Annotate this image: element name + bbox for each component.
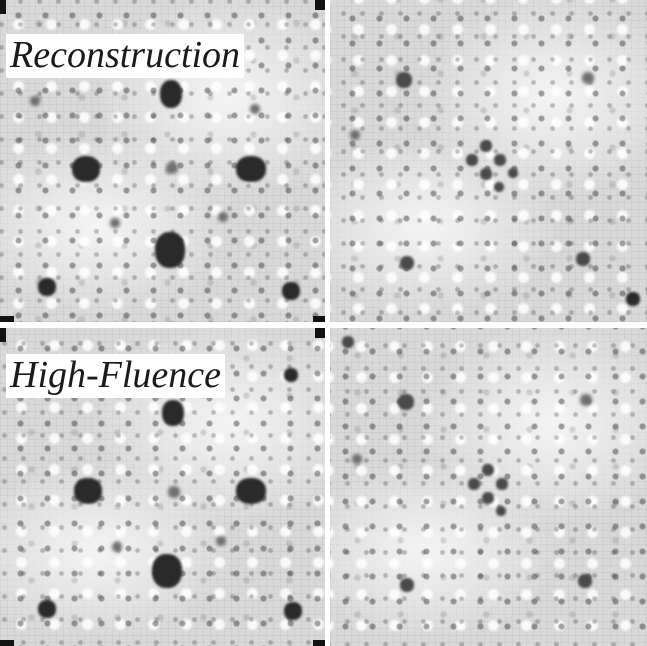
frame-corner-mark (313, 640, 325, 646)
dark-spot (155, 232, 185, 268)
faint-spot (352, 454, 362, 464)
high-fluence-right-panel (330, 328, 647, 646)
dark-spot (576, 252, 590, 266)
reconstruction-left-panel: Reconstruction (0, 0, 325, 322)
faint-spot (250, 104, 260, 114)
dark-spot (626, 292, 640, 306)
faint-spot (166, 162, 178, 174)
dark-spot (160, 80, 182, 108)
dark-spot (162, 400, 184, 426)
dark-spot (400, 256, 414, 270)
cross-spot (480, 140, 492, 152)
faint-spot (168, 486, 180, 498)
dark-spot (74, 478, 102, 504)
dark-spot (38, 600, 56, 618)
faint-spot (30, 96, 40, 106)
dark-spot (400, 578, 414, 592)
dark-spot (72, 156, 100, 182)
frame-corner-mark (0, 316, 14, 322)
dark-spot (398, 394, 414, 410)
cross-spot (480, 168, 492, 180)
frame-corner-mark (0, 328, 6, 342)
dark-spot (284, 602, 302, 620)
faint-spot (110, 218, 120, 228)
cross-spot (482, 492, 494, 504)
cross-spot (494, 182, 504, 192)
frame-corner-mark (0, 0, 6, 14)
faint-spot (580, 394, 592, 406)
frame-corner-mark (0, 640, 14, 646)
frame-corner-mark (313, 316, 325, 322)
cross-spot (496, 506, 506, 516)
dark-spot (284, 368, 298, 382)
frame-corner-mark (315, 0, 325, 10)
dark-spot (38, 278, 56, 296)
dark-spot (578, 574, 592, 588)
dark-spot (236, 478, 266, 504)
cross-spot (482, 464, 494, 476)
faint-spot (216, 536, 226, 546)
cross-spot (468, 478, 480, 490)
faint-spot (582, 72, 594, 84)
faint-spot (218, 212, 228, 222)
panel-label-reconstruction: Reconstruction (6, 34, 245, 78)
faint-spot (112, 542, 122, 552)
high-fluence-left-panel: High-Fluence (0, 328, 325, 646)
cross-spot (496, 478, 508, 490)
dark-spot (342, 336, 354, 348)
diffraction-texture (330, 328, 647, 646)
dark-spot (152, 554, 182, 588)
dark-spot (282, 282, 300, 300)
frame-corner-mark (315, 328, 325, 338)
cross-spot (494, 154, 506, 166)
dark-spot (396, 72, 412, 88)
faint-spot (350, 130, 360, 140)
diffraction-texture (330, 0, 647, 322)
panel-label-high-fluence: High-Fluence (6, 354, 226, 398)
cross-spot (508, 168, 518, 178)
cross-spot (466, 154, 478, 166)
reconstruction-right-panel (330, 0, 647, 322)
dark-spot (236, 156, 266, 182)
